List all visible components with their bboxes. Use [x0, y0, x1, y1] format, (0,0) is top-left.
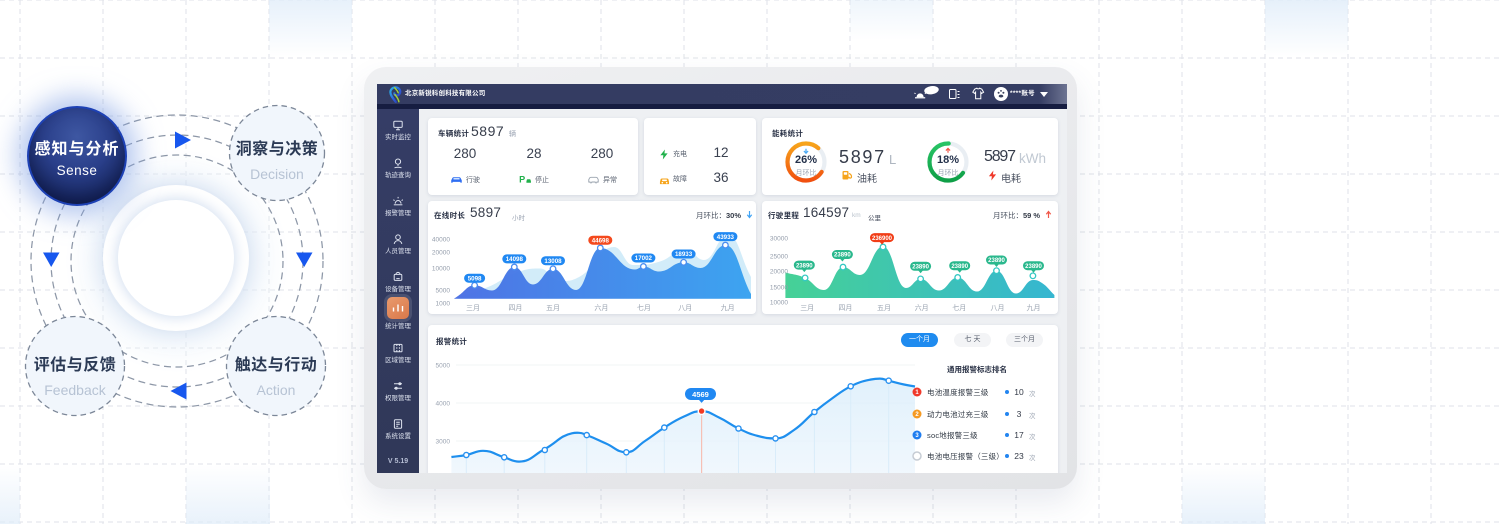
svg-text:4569: 4569: [692, 390, 709, 399]
svg-text:1: 1: [915, 390, 919, 396]
svg-text:18933: 18933: [675, 251, 693, 258]
svg-text:23890: 23890: [1025, 264, 1042, 270]
svg-text:5098: 5098: [468, 275, 482, 282]
svg-text:43933: 43933: [717, 234, 735, 241]
svg-text:3: 3: [915, 433, 919, 439]
svg-text:17002: 17002: [635, 255, 653, 262]
svg-text:2: 2: [915, 412, 919, 418]
svg-text:八月: 八月: [678, 304, 692, 312]
svg-text:20000: 20000: [770, 269, 788, 276]
svg-text:九月: 九月: [1027, 303, 1041, 312]
svg-text:三月: 三月: [800, 304, 814, 312]
svg-text:23890: 23890: [834, 253, 851, 259]
svg-text:1000: 1000: [436, 301, 451, 308]
svg-text:P: P: [519, 175, 525, 184]
svg-text:15000: 15000: [770, 285, 788, 292]
svg-text:23890: 23890: [988, 258, 1005, 264]
svg-text:236900: 236900: [872, 236, 893, 242]
svg-text:五月: 五月: [877, 304, 891, 312]
svg-text:六月: 六月: [915, 303, 929, 312]
svg-text:44698: 44698: [592, 237, 610, 244]
svg-text:23890: 23890: [912, 265, 929, 271]
svg-text:23890: 23890: [951, 264, 968, 270]
svg-text:5000: 5000: [436, 288, 451, 295]
svg-text:八月: 八月: [991, 304, 1005, 312]
svg-text:六月: 六月: [594, 303, 608, 312]
svg-text:七月: 七月: [637, 303, 651, 312]
svg-text:14098: 14098: [506, 256, 524, 263]
svg-text:10000: 10000: [432, 266, 450, 273]
svg-text:30000: 30000: [770, 236, 788, 243]
svg-text:23890: 23890: [796, 263, 813, 269]
svg-text:25000: 25000: [770, 254, 788, 261]
svg-text:3000: 3000: [436, 439, 451, 446]
svg-text:四月: 四月: [838, 304, 852, 312]
svg-text:三月: 三月: [466, 304, 480, 312]
svg-text:四月: 四月: [508, 304, 522, 312]
svg-text:10000: 10000: [770, 300, 788, 307]
svg-text:5000: 5000: [436, 363, 451, 370]
svg-text:40000: 40000: [432, 237, 450, 244]
svg-text:4000: 4000: [436, 401, 451, 408]
svg-text:20000: 20000: [432, 250, 450, 257]
svg-text:五月: 五月: [546, 304, 560, 312]
svg-text:13008: 13008: [544, 258, 562, 265]
svg-text:九月: 九月: [721, 303, 735, 312]
svg-text:七月: 七月: [952, 303, 966, 312]
